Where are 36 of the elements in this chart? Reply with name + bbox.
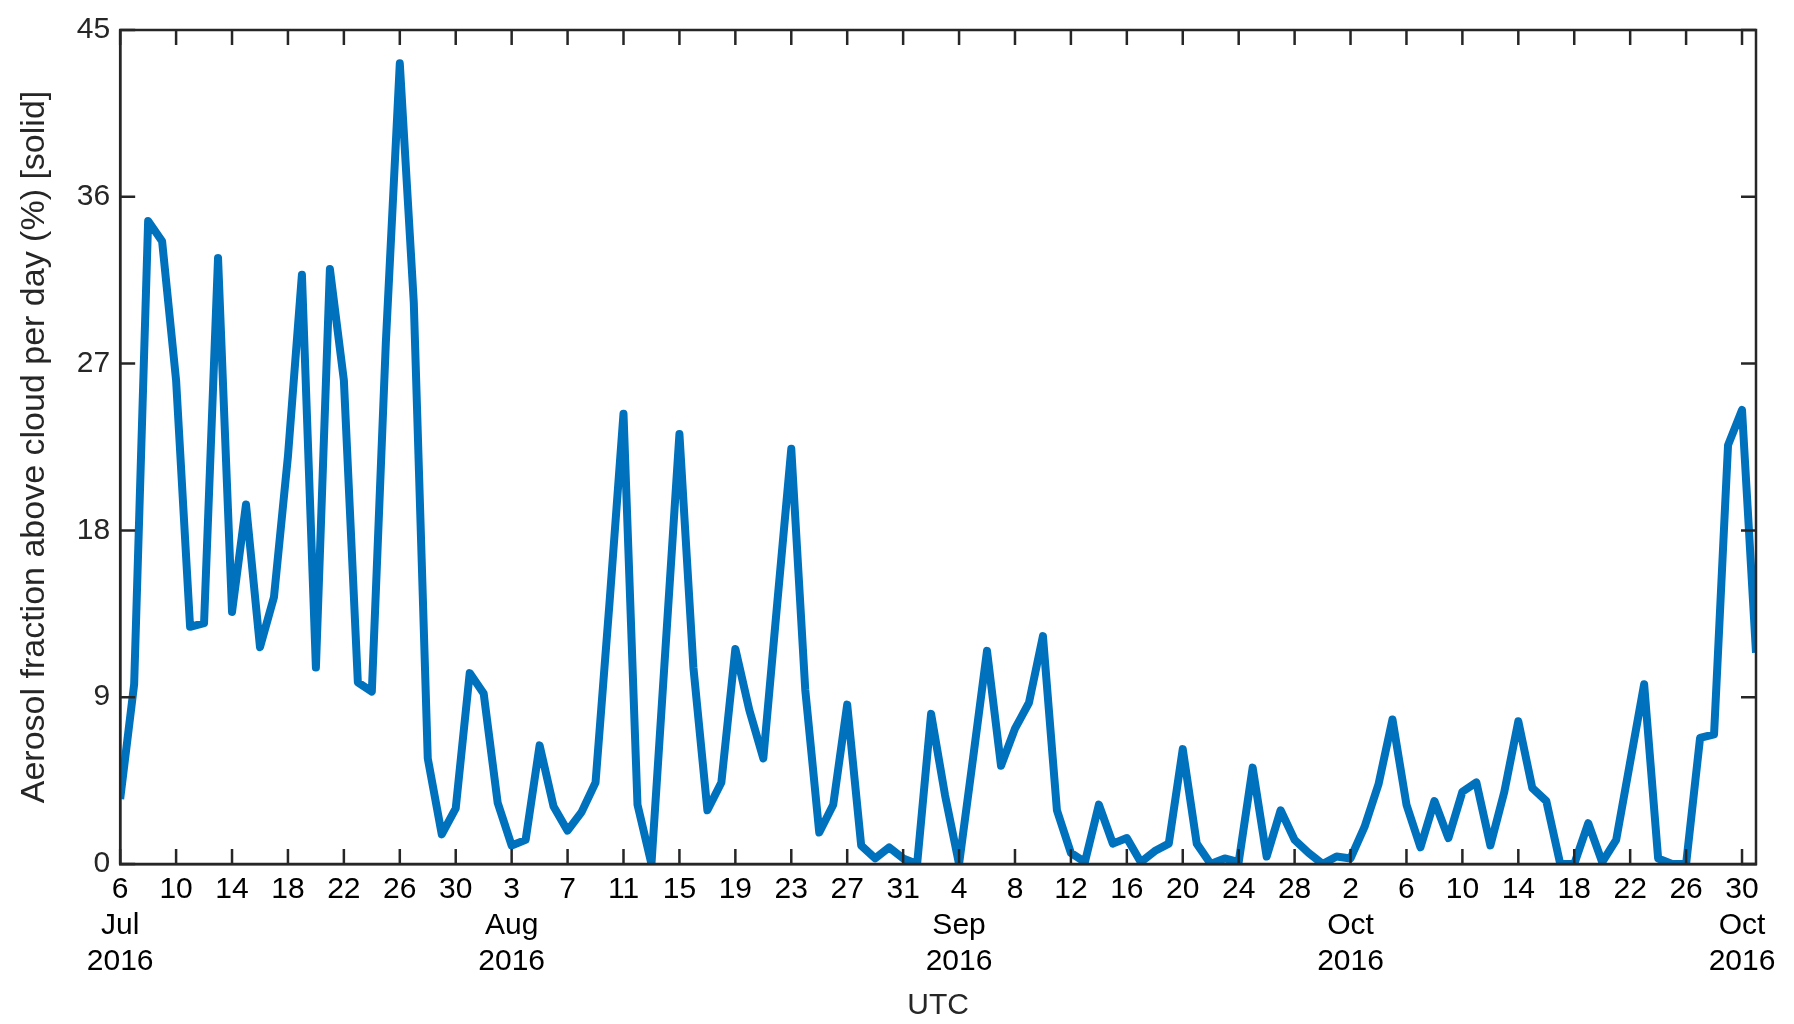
y-axis-title: Aerosol fraction above cloud per day (%) [solid] xyxy=(12,90,51,804)
x-tick-label: 12 xyxy=(1054,871,1088,905)
x-tick-label: 10 xyxy=(1445,871,1480,905)
x-tick-label: 26 xyxy=(1669,871,1703,905)
y-tick-label: 9 xyxy=(93,678,111,712)
x-tick-label: 24 xyxy=(1222,871,1256,905)
x-tick-label: 18 xyxy=(271,871,305,905)
y-tick-label: 18 xyxy=(76,511,111,545)
y-tick-label: 45 xyxy=(76,11,111,45)
x-axis-title: UTC xyxy=(907,987,969,1021)
x-tick-label: 10 xyxy=(159,871,193,905)
y-tick-label: 36 xyxy=(76,178,111,212)
x-tick-label: 22 xyxy=(327,871,361,905)
x-tick-label: 4 Sep 2016 xyxy=(925,871,993,977)
x-tick-label: 28 xyxy=(1277,871,1312,905)
x-tick-label: 19 xyxy=(718,871,753,905)
y-tick-label: 27 xyxy=(76,344,111,378)
x-tick-label: 30 Oct 2016 xyxy=(1708,871,1776,977)
x-tick-label: 27 xyxy=(830,871,864,905)
x-tick-label: 8 xyxy=(1006,871,1024,905)
x-tick-label: 18 xyxy=(1557,871,1591,905)
x-tick-label: 14 xyxy=(215,871,249,905)
x-tick-label: 22 xyxy=(1613,871,1647,905)
x-tick-label: 26 xyxy=(383,871,417,905)
x-tick-label: 14 xyxy=(1501,871,1535,905)
x-tick-label: 6 xyxy=(1398,871,1415,905)
x-tick-label: 2 Oct 2016 xyxy=(1317,871,1384,977)
x-tick-label: 20 xyxy=(1166,871,1200,905)
x-tick-label: 3 Aug 2016 xyxy=(478,871,546,977)
x-tick-label: 7 xyxy=(559,871,576,905)
x-tick-label: 31 xyxy=(886,871,920,905)
x-tick-label: 11 xyxy=(607,871,640,905)
x-tick-label: 16 xyxy=(1110,871,1144,905)
x-tick-label: 30 xyxy=(439,871,473,905)
x-tick-label: 15 xyxy=(662,871,697,905)
x-tick-label: 23 xyxy=(774,871,808,905)
